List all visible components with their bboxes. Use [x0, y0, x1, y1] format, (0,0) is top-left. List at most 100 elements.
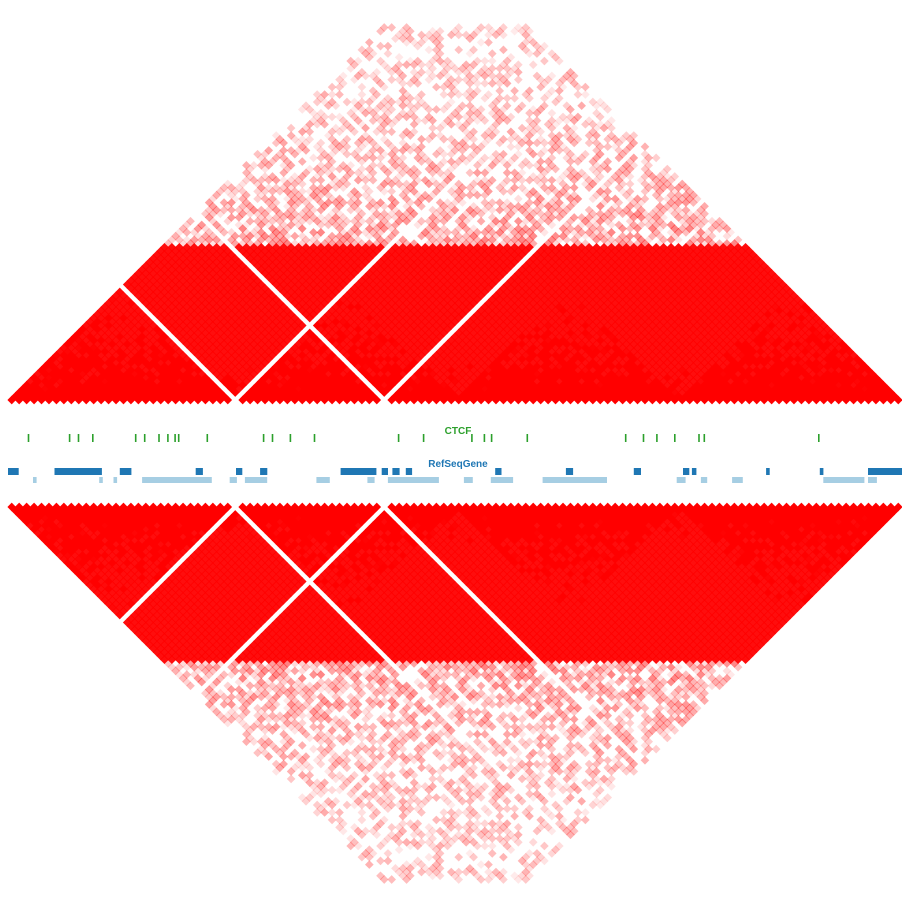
heatmap-cell [234, 220, 244, 230]
heatmap-cell [394, 30, 404, 40]
heatmap-cell [286, 175, 296, 185]
heatmap-cell [476, 216, 486, 226]
heatmap-cell [316, 161, 326, 170]
heatmap-cell [268, 201, 277, 211]
heatmap-cell [286, 161, 296, 170]
heatmap-cell [189, 265, 199, 274]
heatmap-cell [335, 82, 344, 92]
heatmap-cell [290, 134, 300, 144]
heatmap-cell [219, 205, 229, 215]
heatmap-cell [227, 228, 236, 237]
heatmap-cell [264, 213, 274, 222]
heatmap-cell [171, 283, 180, 293]
heatmap-cell [264, 205, 274, 215]
heatmap-cell [216, 209, 225, 219]
heatmap-cell [346, 108, 356, 118]
heatmap-cell [350, 75, 359, 84]
heatmap-cell [316, 93, 326, 103]
heatmap-cell [297, 172, 307, 181]
heatmap-cell [350, 60, 359, 70]
heatmap-cell [219, 183, 229, 192]
heatmap-cell [335, 127, 344, 137]
heatmap-cell [275, 187, 285, 196]
heatmap-cell [260, 194, 270, 204]
heatmap-cell [204, 213, 214, 222]
heatmap-cell [283, 187, 292, 196]
heatmap-cell [260, 157, 270, 166]
heatmap-cell [350, 127, 359, 137]
heatmap-cell [357, 67, 367, 77]
heatmap-cell [320, 149, 329, 159]
heatmap-cell [260, 216, 270, 226]
heatmap-cell [324, 153, 333, 163]
heatmap-cell [402, 30, 411, 40]
heatmap-cell [394, 75, 404, 84]
heatmap-cell [264, 146, 274, 155]
heatmap-cell [417, 38, 426, 47]
heatmap-cell [167, 235, 177, 245]
heatmap-cell [245, 209, 255, 219]
heatmap-cell [104, 358, 113, 368]
heatmap-cell [33, 377, 43, 386]
heatmap-cell [290, 149, 300, 159]
heatmap-cell [204, 235, 214, 245]
heatmap-cell [256, 175, 266, 185]
heatmap-cell [286, 146, 296, 155]
heatmap-cell [409, 67, 419, 77]
heatmap-cell [365, 97, 374, 107]
heatmap-cell [465, 168, 475, 178]
heatmap-cell [297, 142, 307, 152]
heatmap-cell [365, 105, 374, 114]
heatmap-cell [256, 220, 266, 230]
heatmap-cell [253, 179, 262, 189]
heatmap-cell [346, 123, 356, 133]
heatmap-cell [368, 71, 378, 81]
heatmap-cell [387, 127, 396, 137]
heatmap-cell [357, 105, 367, 114]
heatmap-cell [502, 93, 512, 103]
heatmap-cell [245, 201, 255, 211]
heatmap-cell [260, 172, 270, 181]
heatmap-cell [387, 23, 396, 32]
heatmap-cell [279, 183, 288, 192]
heatmap-cell [581, 90, 590, 99]
heatmap-cell [346, 64, 356, 73]
heatmap-cell [439, 90, 449, 99]
heatmap-cell [324, 101, 333, 111]
heatmap-cell [242, 198, 251, 207]
heatmap-cell [256, 153, 266, 163]
heatmap-cell [432, 105, 441, 114]
heatmap-cell [413, 41, 423, 51]
heatmap-cell [189, 235, 199, 245]
heatmap-cell [361, 71, 370, 81]
heatmap-cell [182, 220, 192, 230]
heatmap-cell [256, 213, 266, 222]
heatmap-cell [353, 116, 363, 125]
heatmap-cell [651, 153, 661, 163]
heatmap-cell [312, 120, 322, 129]
heatmap-cell [208, 209, 218, 219]
heatmap-cell [238, 224, 247, 233]
heatmap-cell [283, 179, 292, 189]
heatmap-cell [242, 205, 251, 215]
heatmap-cell [379, 82, 389, 92]
heatmap-cell [275, 134, 285, 144]
heatmap-cell [197, 220, 207, 230]
heatmap-cell [249, 205, 259, 215]
heatmap-cell [81, 358, 91, 368]
heatmap-cell [223, 216, 233, 226]
heatmap-cell [279, 153, 288, 163]
heatmap-cell [283, 157, 292, 166]
heatmap-cell [245, 231, 255, 241]
heatmap-cell [208, 231, 218, 241]
heatmap-cell [253, 216, 262, 226]
heatmap-cell [394, 60, 404, 70]
heatmap-cell [175, 228, 184, 237]
heatmap-cell [376, 79, 385, 88]
heatmap-cell [316, 146, 326, 155]
heatmap-cell [294, 146, 303, 155]
heatmap-cell [376, 41, 385, 51]
heatmap-cell [320, 120, 329, 129]
heatmap-cell [495, 86, 505, 96]
heatmap-cell [372, 105, 382, 114]
